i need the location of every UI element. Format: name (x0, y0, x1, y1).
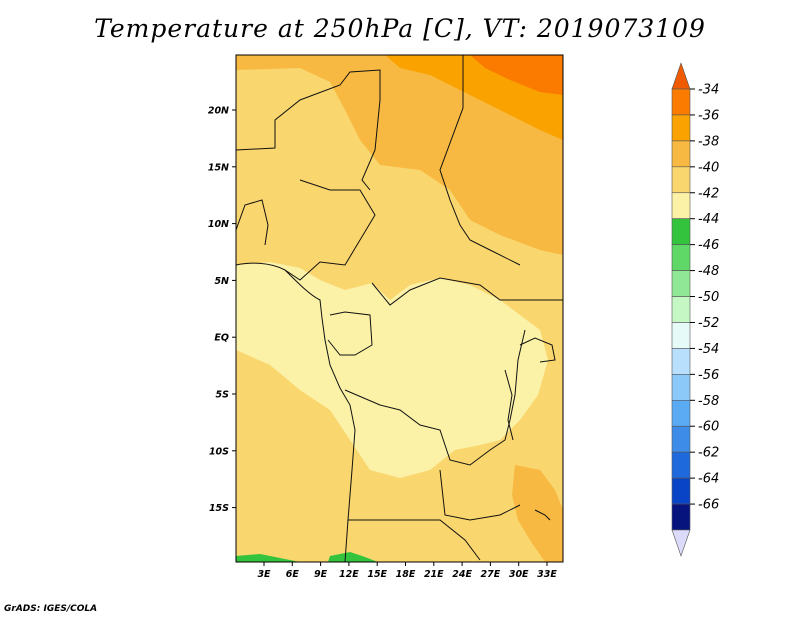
map-frame (235, 54, 564, 563)
lon-tick-label: 9E (314, 569, 328, 580)
temperature-field (236, 55, 563, 562)
colorbar-label: -54 (698, 342, 719, 357)
colorbar-swatch (671, 399, 691, 427)
colorbar-label: -36 (698, 108, 719, 123)
border-east-north (439, 55, 521, 266)
lake-1 (504, 369, 514, 441)
lat-tick-label: 20N (208, 106, 229, 117)
colorbar-label: -60 (698, 420, 719, 435)
colorbar-label: -56 (698, 368, 719, 383)
colorbar-label: -42 (698, 186, 719, 201)
contour-band--44b (328, 552, 378, 562)
border-mid (327, 311, 373, 356)
lon-tick-label: 3E (257, 569, 271, 580)
colorbar-label: -44 (698, 212, 719, 227)
colorbar-label: -62 (698, 446, 719, 461)
colorbar-label: -50 (698, 290, 719, 305)
colorbar-top-arrow (671, 62, 691, 90)
border-south (348, 519, 481, 561)
border-drc (344, 329, 526, 466)
lat-tick-label: 5N (214, 276, 229, 287)
colorbar-label: -40 (698, 160, 719, 175)
colorbar-swatch (671, 348, 691, 375)
contour-band--38 (236, 55, 563, 255)
colorbar-swatch (671, 192, 691, 220)
lon-tick-label: 18E (396, 569, 416, 580)
lat-tick-label: 10N (208, 219, 229, 230)
colorbar-swatch (671, 477, 691, 505)
colorbar-bottom-arrow (671, 529, 691, 557)
lake-3 (534, 509, 551, 521)
colorbar-swatch (671, 296, 691, 323)
colorbar-swatch (671, 503, 691, 531)
lon-tick-label: 33E (537, 569, 557, 580)
colorbar-label: -66 (698, 498, 719, 513)
lon-tick-label: 15E (367, 569, 387, 580)
lon-tick-label: 6E (286, 569, 300, 580)
colorbar-swatch (671, 140, 691, 168)
latitude-axis: 20N 15N 10N 5N EQ 5S 10S 15S (208, 106, 236, 514)
contour-band-southeast (512, 465, 563, 562)
colorbar-label: -48 (698, 264, 719, 279)
coastline-west (236, 262, 356, 562)
colorbar-swatch (671, 374, 691, 401)
colorbar-swatch (671, 270, 691, 297)
colorbar-swatch (671, 88, 691, 116)
contour-band--44 (236, 554, 300, 562)
contour-band--42 (236, 262, 548, 478)
colorbar-label: -46 (698, 238, 719, 253)
colorbar-swatch (671, 244, 691, 271)
lon-tick-label: 24E (452, 569, 472, 580)
contour-band--34 (470, 55, 563, 95)
lat-tick-label: 15S (209, 503, 229, 514)
lat-tick-label: 10S (209, 446, 229, 457)
lon-tick-label: 12E (339, 569, 359, 580)
border-north (236, 69, 381, 191)
lake-2 (519, 337, 556, 363)
colorbar-swatch (671, 114, 691, 142)
border-zambia (439, 469, 521, 521)
colorbar-label: -64 (698, 472, 719, 487)
colorbar-swatch (671, 166, 691, 194)
colorbar-label: -34 (698, 83, 719, 98)
grads-credit: GrADS: IGES/COLA (4, 604, 98, 614)
lon-tick-label: 27E (481, 569, 501, 580)
colorbar-label: -38 (698, 134, 719, 149)
colorbar-swatch (671, 451, 691, 479)
colorbar: -34 -36 -38 -40 -42 -44 -46 -48 -50 -52 -54 -56 -58 -… (671, 62, 719, 557)
lon-tick-label: 21E (424, 569, 444, 580)
lat-tick-label: 15N (208, 162, 229, 173)
border-west-coast-north (236, 199, 269, 246)
lat-tick-label: 5S (216, 390, 230, 401)
border-central (284, 179, 376, 281)
contour-band-south (236, 420, 362, 562)
lon-tick-label: 30E (509, 569, 529, 580)
longitude-axis: 3E 6E 9E 12E 15E 18E 21E 24E 27E 30E 33E (257, 562, 557, 580)
colorbar-label: -52 (698, 316, 719, 331)
colorbar-swatch (671, 322, 691, 349)
lat-tick-label: EQ (214, 333, 229, 344)
map-title: Temperature at 250hPa [C], VT: 201907310… (94, 14, 706, 43)
border-car (371, 277, 563, 306)
colorbar-swatch (671, 218, 691, 245)
borders (236, 55, 563, 562)
colorbar-label: -58 (698, 394, 719, 409)
colorbar-swatch (671, 425, 691, 453)
